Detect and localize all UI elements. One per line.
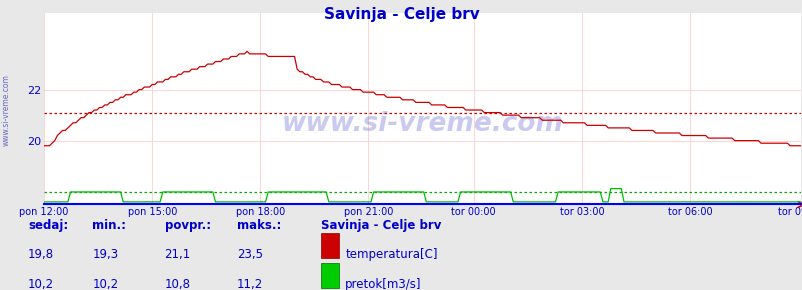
- Text: 19,3: 19,3: [92, 248, 119, 261]
- Text: 23,5: 23,5: [237, 248, 262, 261]
- Bar: [321, 263, 338, 288]
- Text: 11,2: 11,2: [237, 278, 263, 290]
- Text: 10,8: 10,8: [164, 278, 190, 290]
- Text: 10,2: 10,2: [92, 278, 119, 290]
- Text: Savinja - Celje brv: Savinja - Celje brv: [323, 7, 479, 22]
- Text: povpr.:: povpr.:: [164, 219, 210, 231]
- Bar: [321, 233, 338, 258]
- Text: pretok[m3/s]: pretok[m3/s]: [345, 278, 421, 290]
- Text: 10,2: 10,2: [28, 278, 55, 290]
- Text: 19,8: 19,8: [28, 248, 55, 261]
- Text: Savinja - Celje brv: Savinja - Celje brv: [321, 219, 441, 231]
- Text: www.si-vreme.com: www.si-vreme.com: [281, 111, 563, 137]
- Text: maks.:: maks.:: [237, 219, 281, 231]
- Text: 21,1: 21,1: [164, 248, 191, 261]
- Text: www.si-vreme.com: www.si-vreme.com: [2, 74, 11, 146]
- Text: min.:: min.:: [92, 219, 126, 231]
- Text: temperatura[C]: temperatura[C]: [345, 248, 437, 261]
- Text: sedaj:: sedaj:: [28, 219, 68, 231]
